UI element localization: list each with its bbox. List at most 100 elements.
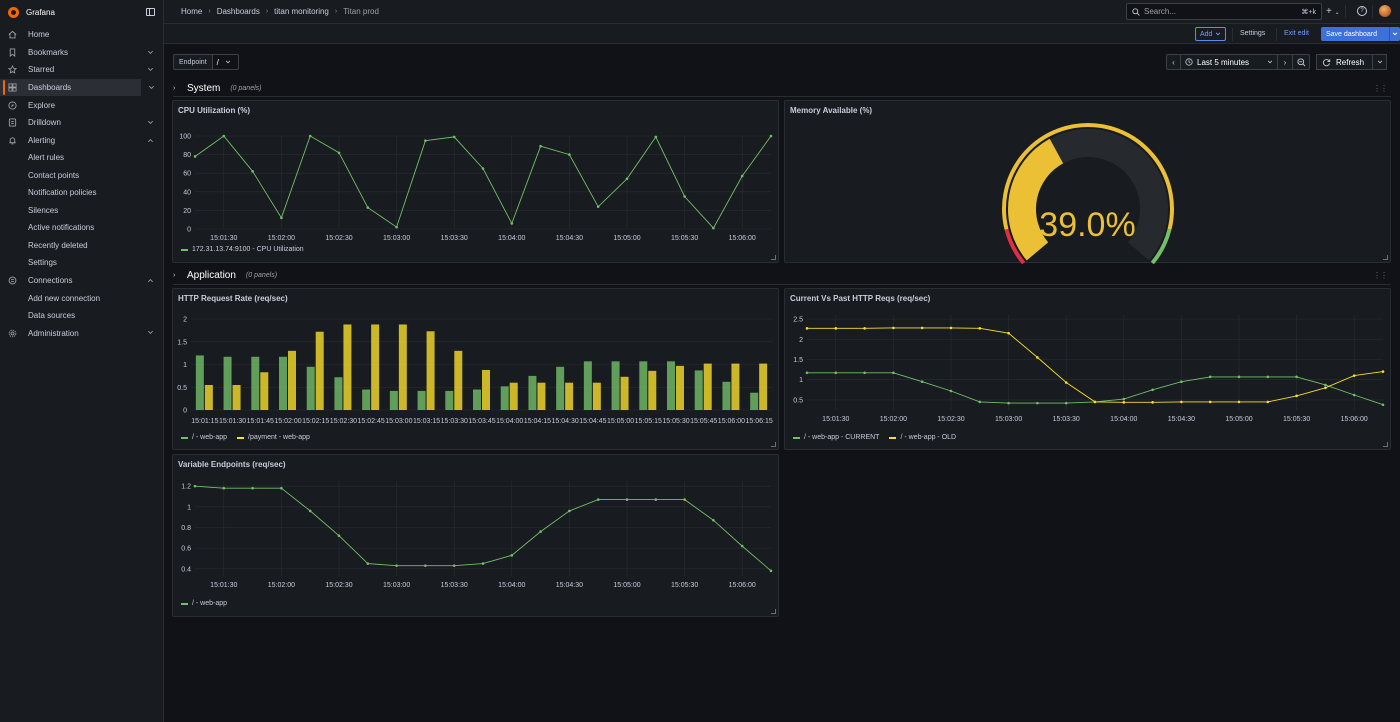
row-application[interactable]: › Application (0 panels) (173, 268, 277, 282)
resize-handle-icon[interactable] (1383, 442, 1388, 447)
data-point (539, 530, 542, 533)
data-point (395, 564, 398, 567)
chevron-right-icon[interactable]: › (173, 84, 176, 92)
legend-label: /payment - web-app (248, 434, 310, 441)
sidebar-item-drilldown[interactable]: Drilldown (0, 114, 163, 132)
chevron-up-icon[interactable] (147, 137, 154, 144)
time-back-button[interactable]: ‹ (1166, 54, 1181, 70)
refresh-interval-chevron-icon[interactable] (1372, 54, 1387, 70)
x-tick-label: 15:02:00 (268, 582, 295, 589)
sidebar-item-data-sources[interactable]: Data sources (28, 311, 76, 320)
chevron-down-icon[interactable] (147, 329, 154, 336)
breadcrumb-dashboards[interactable]: Dashboards (216, 7, 260, 16)
settings-button[interactable]: Settings (1240, 30, 1266, 37)
x-tick-label: 15:02:30 (325, 235, 352, 242)
resize-handle-icon[interactable] (1383, 255, 1388, 260)
sidebar-item-label: Drilldown (28, 118, 61, 128)
sidebar-item-active-notifications[interactable]: Active notifications (28, 223, 95, 233)
chevron-right-icon: › (265, 8, 269, 15)
resize-handle-icon[interactable] (771, 442, 776, 447)
chevron-down-icon[interactable] (147, 49, 154, 56)
bar (454, 350, 463, 410)
sidebar-item-recently-deleted[interactable]: Recently deleted (28, 240, 88, 250)
sidebar-item-bookmarks[interactable]: Bookmarks (0, 44, 163, 62)
bar (362, 389, 371, 410)
legend-item[interactable]: / - web-app (181, 600, 227, 607)
data-point (1093, 400, 1097, 404)
data-point (510, 554, 514, 557)
x-tick-label: 15:06:00 (729, 235, 756, 242)
time-forward-button[interactable]: › (1278, 54, 1293, 70)
breadcrumb-home[interactable]: Home (181, 7, 203, 16)
chevron-right-icon[interactable]: › (173, 271, 176, 279)
chevron-down-icon[interactable] (148, 84, 155, 91)
x-tick-label: 15:06:00 (1341, 416, 1368, 423)
panel-cpu-utilization[interactable]: CPU Utilization (%) 0 20 40 60 80 100 15:01:30… (172, 100, 779, 263)
search-input[interactable]: Search... ⌘+k (1126, 3, 1322, 20)
exit-edit-button[interactable]: Exit edit (1284, 30, 1309, 37)
endpoint-select[interactable]: / (212, 54, 239, 70)
y-tick-label: 20 (183, 208, 191, 215)
legend-item[interactable]: / - web-app (181, 434, 227, 441)
save-dashboard-button[interactable]: Save dashboard (1321, 27, 1400, 41)
data-point (683, 195, 686, 198)
legend-swatch (237, 436, 245, 439)
clock-icon (1185, 58, 1193, 66)
sidebar-item-explore[interactable]: Explore (0, 96, 163, 114)
sidebar-item-silences[interactable]: Silences (28, 205, 59, 215)
new-plus-icon[interactable]: + ⌄ (1326, 6, 1340, 17)
legend-item[interactable]: 172.31.13.74:9100 - CPU Utilization (181, 246, 304, 253)
bar (703, 363, 712, 410)
avatar[interactable] (1379, 5, 1391, 17)
data-point (834, 371, 838, 375)
data-point (308, 509, 312, 513)
resize-handle-icon[interactable] (771, 255, 776, 260)
resize-handle-icon[interactable] (771, 609, 776, 614)
save-options-chevron-icon[interactable] (1389, 27, 1400, 41)
breadcrumb-folder[interactable]: titan monitoring (274, 7, 329, 16)
add-button[interactable]: Add (1195, 27, 1227, 41)
sidebar-item-administration[interactable]: Administration (0, 324, 163, 342)
panel-http-request-rate[interactable]: HTTP Request Rate (req/sec) 0 0.5 1 1.5 2 15:… (172, 288, 779, 450)
zoom-out-icon (1296, 57, 1305, 66)
panel-memory-available[interactable]: Memory Available (%) 39.0% (784, 100, 1391, 264)
chevron-up-icon[interactable] (147, 277, 154, 284)
chevron-down-icon[interactable] (147, 66, 154, 73)
zoom-out-button[interactable] (1293, 54, 1310, 70)
legend-swatch (181, 602, 188, 605)
sidebar-item-connections[interactable]: Connections (0, 272, 163, 290)
grafana-logo-icon[interactable] (8, 6, 19, 18)
x-tick-label: 15:01:30 (210, 235, 237, 242)
x-tick-label: 15:06:00 (718, 418, 745, 425)
sidebar-item-notification-policies[interactable]: Notification policies (28, 188, 97, 198)
sidebar-item-starred[interactable]: Starred (0, 61, 163, 79)
refresh-button[interactable]: Refresh (1316, 54, 1387, 70)
help-icon[interactable]: ? (1357, 6, 1367, 16)
sidebar-item-alerting-settings[interactable]: Settings (28, 258, 57, 268)
sidebar-item-add-new-connection[interactable]: Add new connection (28, 293, 101, 303)
drag-handle-icon[interactable]: ⋮⋮ (1373, 271, 1388, 280)
sidebar-item-home[interactable]: Home (0, 26, 163, 44)
data-point (625, 177, 629, 181)
legend-item[interactable]: / - web-app - OLD (889, 434, 956, 441)
bar (722, 381, 731, 410)
legend-item[interactable]: / - web-app - CURRENT (793, 434, 879, 441)
sidebar-item-alert-rules[interactable]: Alert rules (28, 153, 65, 163)
drag-handle-icon[interactable]: ⋮⋮ (1373, 84, 1388, 93)
bar (667, 361, 675, 410)
time-range-button[interactable]: Last 5 minutes (1181, 54, 1278, 70)
dock-menu-icon[interactable] (146, 8, 155, 16)
panel-variable-endpoints[interactable]: Variable Endpoints (req/sec) 0.4 0.6 0.8 1 1… (172, 454, 779, 617)
data-point (769, 569, 773, 573)
sidebar-item-dashboards[interactable]: Dashboards (0, 78, 154, 97)
legend-item[interactable]: /payment - web-app (237, 434, 310, 441)
chevron-down-icon[interactable] (147, 119, 154, 126)
data-point (834, 327, 838, 330)
row-system[interactable]: › System (0 panels) (173, 81, 261, 95)
bar (445, 390, 454, 410)
search-shortcut: ⌘+k (1301, 8, 1316, 16)
sidebar-item-contact-points[interactable]: Contact points (28, 170, 80, 180)
sidebar-item-alerting[interactable]: Alerting (0, 132, 163, 150)
bar (583, 361, 592, 410)
panel-current-vs-past[interactable]: Current Vs Past HTTP Reqs (req/sec) 0.5 1… (784, 288, 1391, 450)
